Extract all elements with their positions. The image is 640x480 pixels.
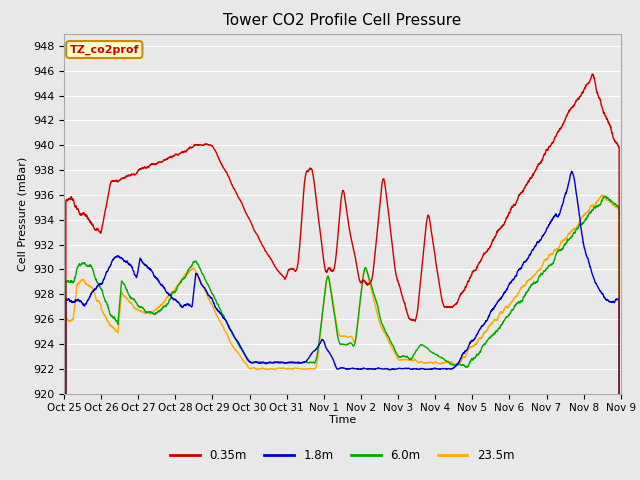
Y-axis label: Cell Pressure (mBar): Cell Pressure (mBar) bbox=[17, 156, 28, 271]
X-axis label: Time: Time bbox=[329, 415, 356, 425]
Legend: 0.35m, 1.8m, 6.0m, 23.5m: 0.35m, 1.8m, 6.0m, 23.5m bbox=[166, 444, 519, 467]
Title: Tower CO2 Profile Cell Pressure: Tower CO2 Profile Cell Pressure bbox=[223, 13, 461, 28]
Text: TZ_co2prof: TZ_co2prof bbox=[70, 44, 139, 55]
